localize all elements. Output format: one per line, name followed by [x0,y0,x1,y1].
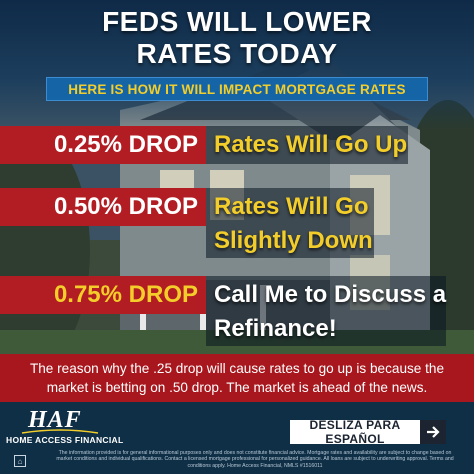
explanation-line-1: The reason why the .25 drop will cause r… [29,361,445,376]
explanation-text: The reason why the .25 drop will cause r… [30,359,444,397]
drop-text-backdrop [206,126,408,164]
logo-swoosh-icon [21,429,99,434]
drop-impact-050: Rates Will Go Slightly Down [214,190,373,258]
disclaimer-line: The information provided is for general … [58,450,452,456]
drop-label: 0.25% DROP [53,131,198,158]
swipe-button-label: DESLIZA PARA ESPAÑOL [309,418,401,446]
footer: HAF HOME ACCESS FINANCIAL ⌂ The informat… [0,402,474,474]
subheadline: HERE IS HOW IT WILL IMPACT MORTGAGE RATE… [68,81,406,97]
drop-tag-050: 0.50% DROP [0,188,206,226]
drop-impact-line: Rates Will Go [214,193,369,220]
top-shade [0,0,474,130]
drop-tag-075: 0.75% DROP [0,276,206,314]
explanation-line-2: market is betting on .50 drop. The marke… [46,380,428,395]
drop-impact-line: Rates Will Go Up [214,131,408,158]
disclaimer: The information provided is for general … [40,450,470,469]
equal-housing-icon: ⌂ [14,455,26,467]
headline: FEDS WILL LOWER RATES TODAY [0,6,474,70]
drop-impact-025: Rates Will Go Up [214,128,407,162]
company-logo: HAF [28,407,82,433]
disclaimer-line: conditions apply. Home Access Financial,… [187,462,323,469]
headline-line-1: FEDS WILL LOWER [102,6,372,37]
explanation-band: The reason why the .25 drop will cause r… [0,354,474,402]
disclaimer-line: market conditions and individual qualifi… [56,456,454,463]
drop-impact-line: Call Me to Discuss a [214,281,447,308]
drop-impact-075: Call Me to Discuss a Refinance! [214,278,446,346]
drop-text-backdrop [206,188,374,258]
arrow-right-icon [420,420,446,444]
drop-impact-line: Refinance! [214,315,337,342]
drop-impact-line: Slightly Down [214,227,373,254]
drop-label: 0.75% DROP [53,281,198,308]
drop-text-backdrop [206,276,446,346]
swipe-spanish-button[interactable]: DESLIZA PARA ESPAÑOL [290,418,446,446]
drop-label: 0.50% DROP [53,193,198,220]
drop-tag-025: 0.25% DROP [0,126,206,164]
subheadline-band: HERE IS HOW IT WILL IMPACT MORTGAGE RATE… [46,77,428,101]
headline-line-2: RATES TODAY [136,38,338,69]
company-name: HOME ACCESS FINANCIAL [6,435,124,445]
